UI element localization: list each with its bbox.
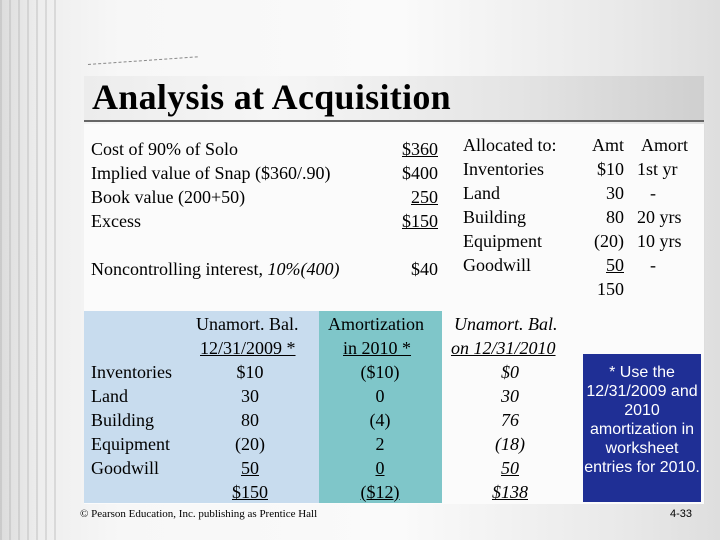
schedule-header-bal2010-date: on 12/31/2010: [451, 338, 556, 358]
schedule-bal2010-text: 50: [501, 458, 519, 478]
analysis-label: Book value (200+50): [91, 187, 246, 207]
analysis-value: $400: [402, 163, 438, 183]
note-callout: * Use the 12/31/2009 and 2010 amortizati…: [583, 354, 701, 502]
analysis-value: 250: [411, 187, 438, 207]
schedule-amort2010: 0: [375, 386, 385, 406]
schedule-bal2009: (20): [235, 434, 265, 454]
allocation-amort: 1st yr: [637, 159, 678, 179]
schedule-bal2010: 50: [470, 456, 550, 480]
allocation-total: 150: [597, 279, 624, 299]
schedule-teal-panel: [319, 311, 442, 503]
allocation-amt: $10: [597, 159, 624, 179]
schedule-total-bal2010: $138: [470, 480, 550, 504]
allocation-label: Equipment: [463, 231, 542, 251]
allocation-header-label: Allocated to:: [463, 135, 557, 155]
analysis-value: $360: [402, 139, 438, 159]
schedule-header-bal2010: Unamort. Bal.: [454, 314, 558, 334]
schedule-row-label: Equipment: [91, 434, 170, 454]
schedule-total-bal2009-text: $150: [232, 482, 268, 502]
schedule-row-label: Inventories: [91, 362, 172, 382]
allocation-label: Building: [463, 207, 527, 227]
schedule-amort2010: 0: [340, 456, 420, 480]
allocation-amt: 30: [606, 183, 624, 203]
allocation-amort: 10 yrs: [637, 231, 682, 251]
schedule-total-bal2009: $150: [210, 480, 290, 504]
schedule-blue-panel: [84, 311, 319, 503]
schedule-bal2009: 50: [210, 456, 290, 480]
schedule-total-amort2010-text: ($12): [360, 482, 400, 502]
schedule-bal2010: 30: [501, 386, 519, 406]
copyright-footer: © Pearson Education, Inc. publishing as …: [80, 508, 318, 520]
page-number: 4-33: [670, 508, 693, 520]
allocation-amort: -: [650, 255, 656, 275]
schedule-header-bal2009: Unamort. Bal.: [196, 314, 299, 334]
schedule-bal2010: (18): [495, 434, 525, 454]
schedule-row-label: Goodwill: [91, 458, 160, 478]
schedule-amort2010: ($10): [360, 362, 400, 382]
schedule-total-amort2010: ($12): [340, 480, 420, 504]
nci-label-text: Noncontrolling interest,: [91, 259, 268, 279]
building-stripes-decoration: [0, 0, 60, 540]
allocation-amt: 80: [606, 207, 624, 227]
schedule-row-label: Building: [91, 410, 155, 430]
title-bar: [84, 76, 704, 122]
allocation-amt: 50: [606, 255, 624, 275]
schedule-bal2009: 80: [241, 410, 259, 430]
allocation-amort: -: [650, 183, 656, 203]
schedule-bal2009: $10: [236, 362, 264, 382]
allocation-label: Goodwill: [463, 255, 532, 275]
schedule-row-label: Land: [91, 386, 128, 406]
slide-title: Analysis at Acquisition: [92, 77, 451, 117]
allocation-amt: (20): [594, 231, 624, 251]
schedule-bal2009: 30: [241, 386, 259, 406]
schedule-amort2010: (4): [369, 410, 391, 430]
allocation-amort: 20 yrs: [637, 207, 682, 227]
allocation-label: Inventories: [463, 159, 544, 179]
analysis-value: $150: [402, 211, 438, 231]
nci-label-italic: 10%(400): [267, 259, 340, 279]
analysis-label: Excess: [91, 211, 141, 231]
analysis-label: Cost of 90% of Solo: [91, 139, 239, 159]
analysis-label: Implied value of Snap ($360/.90): [91, 163, 331, 183]
schedule-bal2009-text: 50: [241, 458, 259, 478]
schedule-total-bal2010-text: $138: [492, 482, 528, 502]
nci-label: Noncontrolling interest, 10%(400): [91, 257, 339, 281]
schedule-bal2010: 76: [501, 410, 519, 430]
allocation-label: Land: [463, 183, 500, 203]
schedule-amort2010-text: 0: [375, 458, 385, 478]
nci-value: $40: [411, 259, 438, 279]
schedule-header-amort2010: Amortization: [328, 314, 424, 334]
allocation-header-amt: Amt: [591, 135, 624, 155]
allocation-header-amort: Amort: [641, 135, 688, 155]
schedule-amort2010: 2: [375, 434, 385, 454]
schedule-header-amort2010-period: in 2010 *: [343, 338, 412, 358]
schedule-header-bal2009-date: 12/31/2009 *: [200, 338, 296, 358]
schedule-bal2010: $0: [501, 362, 519, 382]
